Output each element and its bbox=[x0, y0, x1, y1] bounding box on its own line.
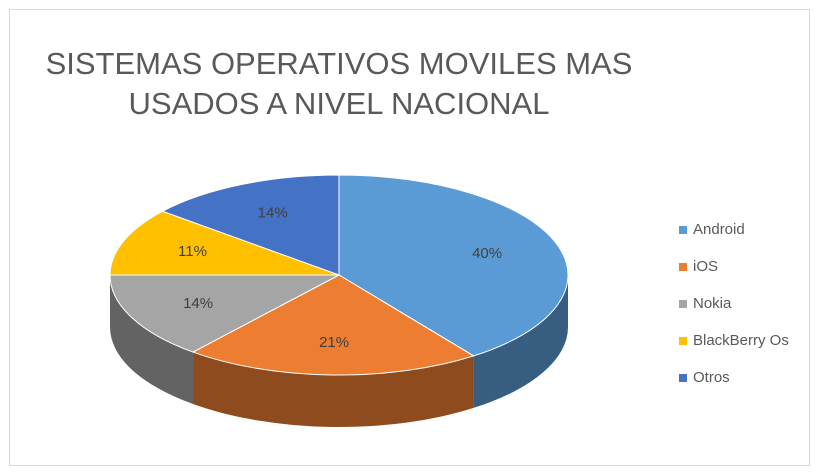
data-label: 21% bbox=[319, 334, 349, 351]
legend-label: Nokia bbox=[693, 295, 732, 312]
legend-swatch bbox=[679, 226, 687, 234]
legend-label: Android bbox=[693, 221, 745, 238]
legend-swatch bbox=[679, 374, 687, 382]
slice bbox=[191, 274, 475, 376]
data-label: 14% bbox=[183, 295, 213, 312]
data-label: 11% bbox=[178, 243, 207, 260]
legend-label: iOS bbox=[693, 258, 718, 275]
slice-side bbox=[109, 275, 194, 405]
legend-swatch bbox=[679, 263, 687, 271]
chart-title: USADOS A NIVEL NACIONAL bbox=[129, 86, 550, 121]
slice-side bbox=[473, 275, 568, 408]
legend-label: BlackBerry Os bbox=[693, 332, 789, 349]
data-label: 40% bbox=[472, 245, 502, 262]
slice bbox=[109, 274, 340, 353]
legend-swatch bbox=[679, 300, 687, 308]
slice bbox=[338, 174, 569, 357]
slice bbox=[109, 210, 340, 276]
slice-side bbox=[193, 352, 474, 427]
legend-label: Otros bbox=[693, 369, 730, 386]
data-label: 14% bbox=[258, 204, 288, 221]
legend-swatch bbox=[679, 337, 687, 345]
slice bbox=[161, 174, 340, 276]
chart-title: SISTEMAS OPERATIVOS MOVILES MAS bbox=[46, 46, 633, 81]
